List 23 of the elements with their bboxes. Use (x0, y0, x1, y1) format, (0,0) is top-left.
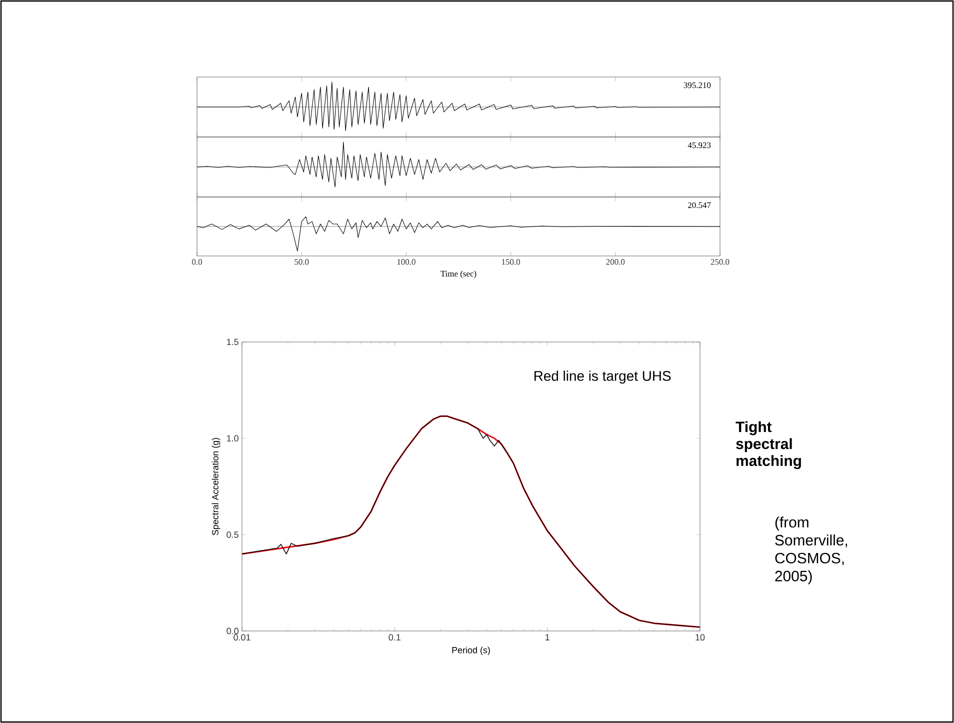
annotation: Red line is target UHS (534, 370, 671, 384)
x-tick-label: 150.0 (502, 259, 520, 265)
text: 20.547 (688, 202, 711, 208)
annotation: 395.210 (684, 82, 711, 88)
y-axis-title: Spectral Acceleration (g) (212, 438, 220, 536)
x-tick-label: 10 (696, 634, 705, 641)
text: (from Somerville, COSMOS, 2005) (775, 516, 848, 584)
text: Tight spectral matching (736, 421, 801, 470)
x-tick-label: 250.0 (710, 259, 730, 265)
y-tick-label: 0.0 (226, 628, 238, 634)
x-tick-label: 200.0 (606, 259, 625, 265)
y-tick-label: 1.5 (227, 338, 238, 346)
annotation: 45.923 (688, 142, 711, 148)
x-tick-label: 0.1 (388, 634, 400, 641)
y-tick-label: 0.5 (226, 531, 238, 538)
x-tick-label: 100.0 (397, 259, 416, 265)
x-tick-label: 0.01 (234, 634, 250, 641)
x-axis-title: Period (s) (452, 646, 490, 656)
x-tick-label: 0.0 (192, 259, 202, 265)
x-tick-label: 50.0 (294, 259, 309, 265)
x-tick-label: 1 (546, 634, 550, 640)
x-axis-title: Time (sec) (440, 270, 476, 278)
y-tick-label: 1.0 (227, 435, 238, 442)
